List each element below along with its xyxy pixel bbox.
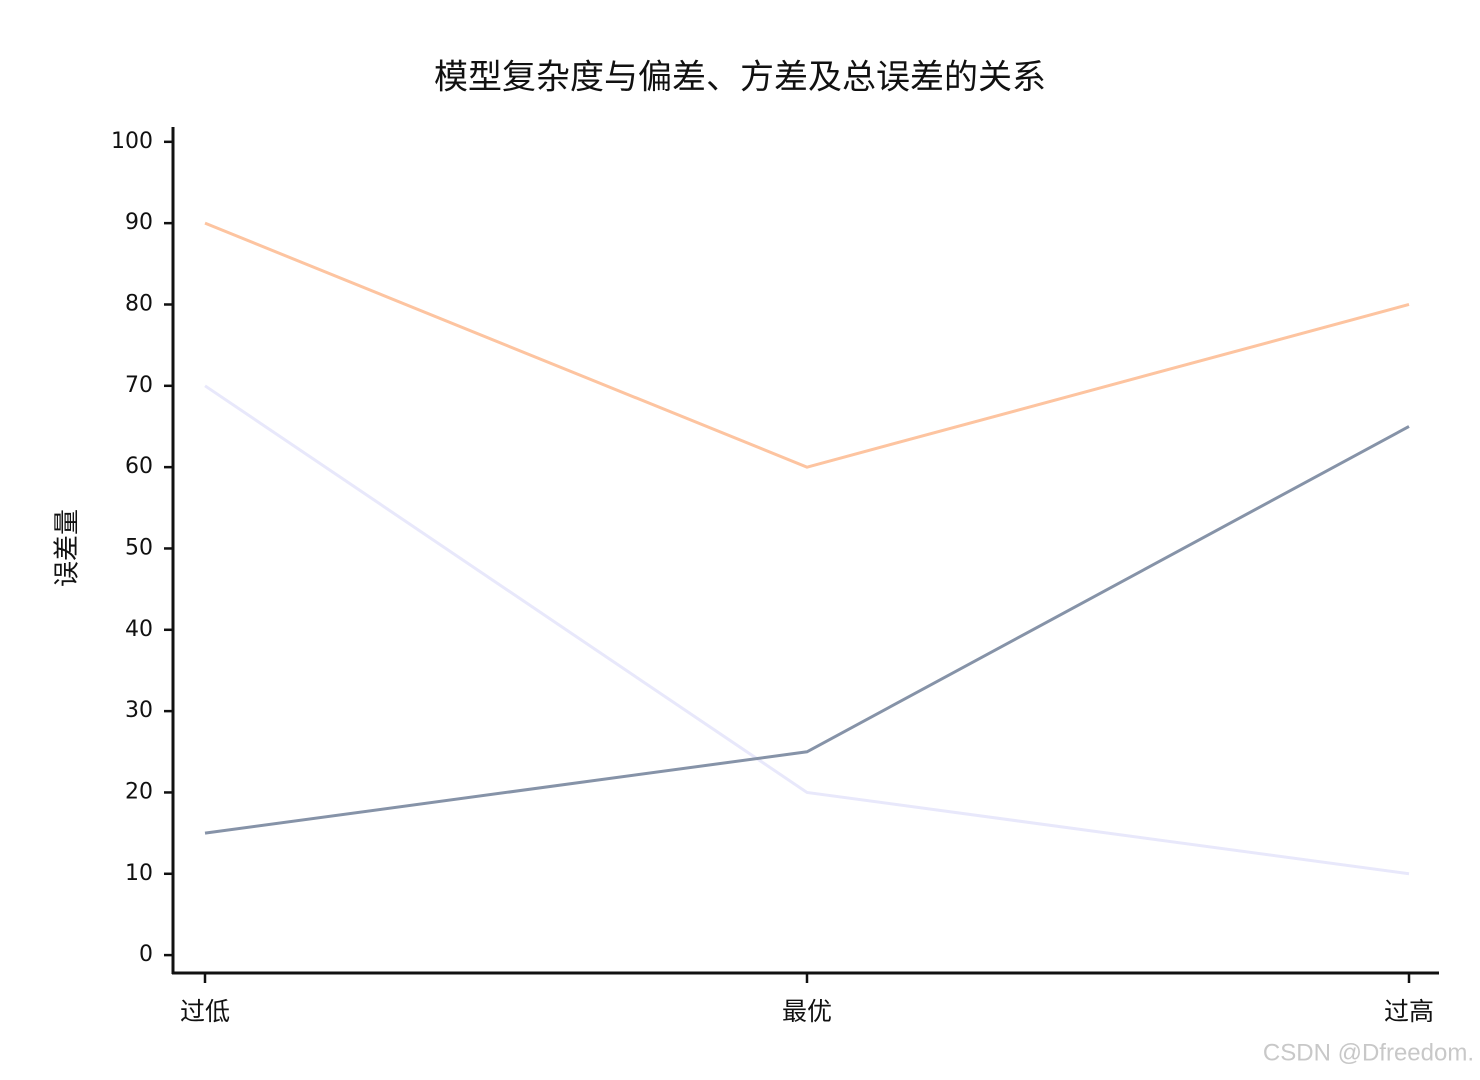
series-line xyxy=(204,425,1410,835)
x-tick-label: 过高 xyxy=(1384,997,1434,1026)
y-tick-label: 10 xyxy=(125,861,153,886)
y-tick-label: 70 xyxy=(125,373,153,398)
y-tick-label: 20 xyxy=(125,779,153,804)
x-tick-label: 最优 xyxy=(782,997,832,1026)
y-tick-label: 30 xyxy=(125,698,153,723)
y-tick-label: 50 xyxy=(125,535,153,560)
y-axis-label: 误差量 xyxy=(53,509,83,587)
x-tick-label: 过低 xyxy=(180,997,230,1026)
chart-title: 模型复杂度与偏差、方差及总误差的关系 xyxy=(434,58,1046,98)
y-tick-label: 80 xyxy=(125,291,153,316)
series-line xyxy=(204,221,1410,469)
y-tick-label: 90 xyxy=(125,210,153,235)
series-line xyxy=(204,384,1410,876)
y-tick-label: 40 xyxy=(125,617,153,642)
y-tick-label: 0 xyxy=(139,942,153,967)
watermark: CSDN @Dfreedom. xyxy=(1263,1039,1474,1066)
y-tick-label: 60 xyxy=(125,454,153,479)
y-tick-label: 100 xyxy=(111,129,153,154)
